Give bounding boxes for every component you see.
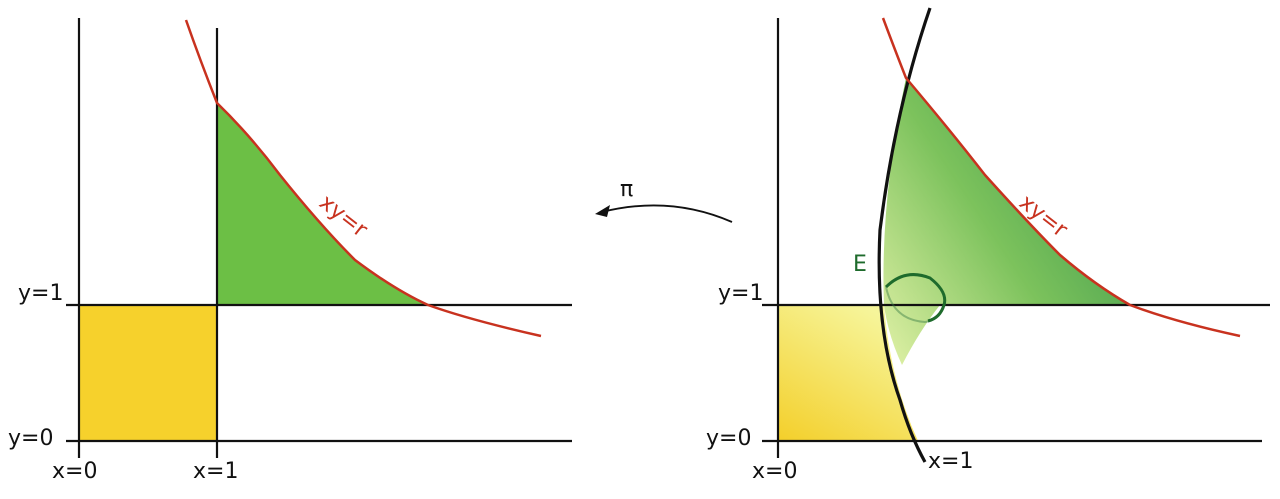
label-y0-right: y=0 (706, 426, 751, 451)
label-y0: y=0 (8, 426, 53, 451)
label-y1-right: y=1 (718, 281, 763, 306)
hyperbola-curve (184, 19, 542, 338)
arrow-curve (601, 204, 733, 223)
right-panel: y=1 y=0 x=0 x=1 E xy=r (706, 7, 1270, 484)
warped-region (883, 78, 1130, 365)
label-x0: x=0 (52, 459, 97, 484)
left-panel: y=1 y=0 x=0 x=1 xy=r (8, 18, 572, 484)
ellipse-front-arc (884, 273, 947, 323)
warped-x1-curve (877, 7, 932, 463)
label-x0-right: x=0 (752, 459, 797, 484)
warped-square (778, 305, 918, 441)
hyperbola-region (217, 103, 428, 305)
projection-arrow: π (595, 177, 733, 223)
unit-square (79, 305, 217, 441)
hyperbola-curve-right (881, 17, 1241, 338)
label-x1-right: x=1 (928, 449, 973, 474)
label-E: E (853, 252, 867, 277)
label-x1: x=1 (193, 459, 238, 484)
label-pi: π (620, 177, 633, 202)
arrow-head (595, 205, 610, 217)
label-y1: y=1 (18, 281, 63, 306)
